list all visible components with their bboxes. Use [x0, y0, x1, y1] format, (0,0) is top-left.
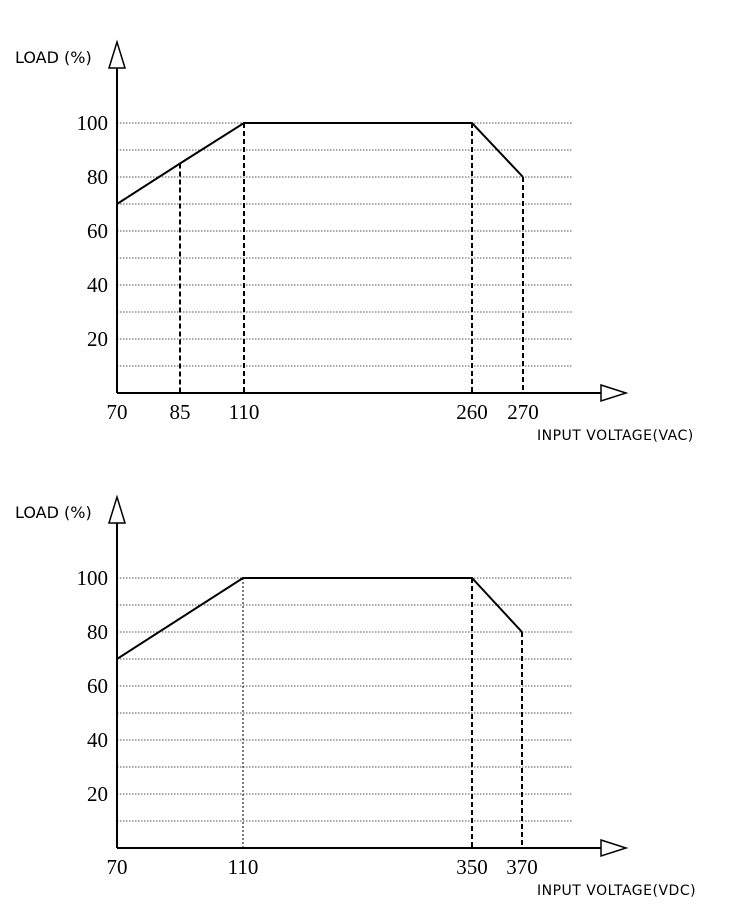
y-tick-label: 40: [87, 728, 108, 752]
x-axis-arrow: [600, 383, 629, 403]
x-tick-label: 260: [456, 400, 488, 424]
x-tick-label: 70: [107, 400, 128, 424]
x-tick-label: 110: [229, 400, 260, 424]
y-tick-label: 20: [87, 782, 108, 806]
derating-line: [116, 577, 523, 660]
x-tick-label: 270: [507, 400, 539, 424]
y-axis-arrow: [107, 494, 127, 524]
x-tick-label: 350: [456, 855, 488, 879]
x-axis-label: INPUT VOLTAGE(VDC): [537, 883, 696, 899]
x-tick-label: 70: [107, 855, 128, 879]
y-tick-label: 60: [87, 674, 108, 698]
x-tick-label: 370: [506, 855, 538, 879]
y-tick-label: 100: [77, 111, 109, 135]
derating-line: [116, 122, 524, 205]
y-axis-arrow: [107, 39, 127, 69]
y-tick-label: 80: [87, 165, 108, 189]
y-tick-label: 20: [87, 327, 108, 351]
x-tick-label: 85: [170, 400, 191, 424]
y-axis-label: LOAD (%): [15, 48, 92, 67]
x-axis-label: INPUT VOLTAGE(VAC): [537, 428, 694, 444]
y-tick-label: 100: [77, 566, 109, 590]
y-axis-label: LOAD (%): [15, 503, 92, 522]
y-tick-label: 60: [87, 219, 108, 243]
x-tick-label: 110: [228, 855, 259, 879]
y-tick-label: 80: [87, 620, 108, 644]
y-tick-label: 40: [87, 273, 108, 297]
x-axis-arrow: [600, 838, 629, 858]
